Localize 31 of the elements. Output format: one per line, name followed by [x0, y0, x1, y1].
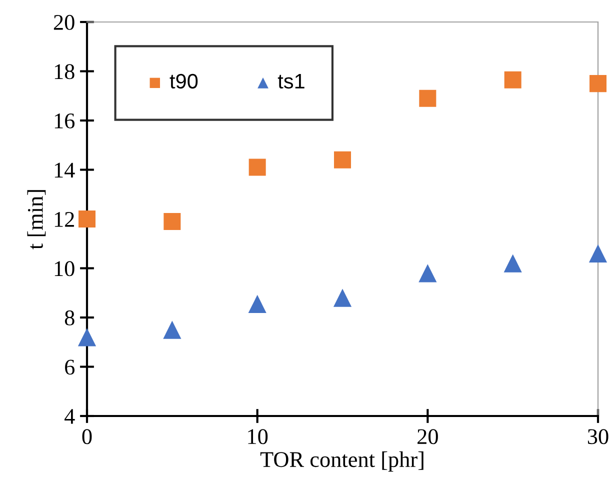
- x-tick-label: 10: [248, 429, 268, 444]
- point: [78, 328, 96, 346]
- point: [589, 75, 607, 92]
- y-tick-label: 14: [54, 162, 75, 178]
- y-tick-label: 18: [54, 64, 74, 80]
- point: [78, 210, 96, 228]
- point: [333, 288, 352, 307]
- y-tick-label: 20: [54, 14, 74, 30]
- legend-label: t90: [170, 74, 198, 89]
- point: [248, 158, 266, 176]
- y-tick-label: 16: [54, 113, 75, 128]
- point: [164, 212, 181, 230]
- point: [248, 294, 266, 314]
- y-tick-label: 6: [65, 360, 75, 375]
- point: [419, 90, 436, 107]
- y-tick-label: 10: [54, 261, 74, 276]
- point: [504, 71, 522, 88]
- point: [334, 151, 352, 168]
- x-axis-title: TOR content [phr]: [260, 451, 424, 472]
- point: [504, 254, 522, 272]
- point: [588, 244, 608, 263]
- point: [418, 264, 437, 282]
- y-tick-label: 8: [64, 310, 74, 326]
- x-tick-label: 0: [82, 429, 92, 444]
- point: [163, 320, 182, 339]
- x-tick-label: 30: [588, 429, 608, 444]
- legend-label: ts1: [278, 74, 304, 89]
- y-tick-label: 4: [64, 409, 75, 424]
- y-axis-title: t [min]: [27, 190, 46, 250]
- y-tick-label: 12: [54, 212, 74, 227]
- x-tick-label: 20: [418, 429, 438, 444]
